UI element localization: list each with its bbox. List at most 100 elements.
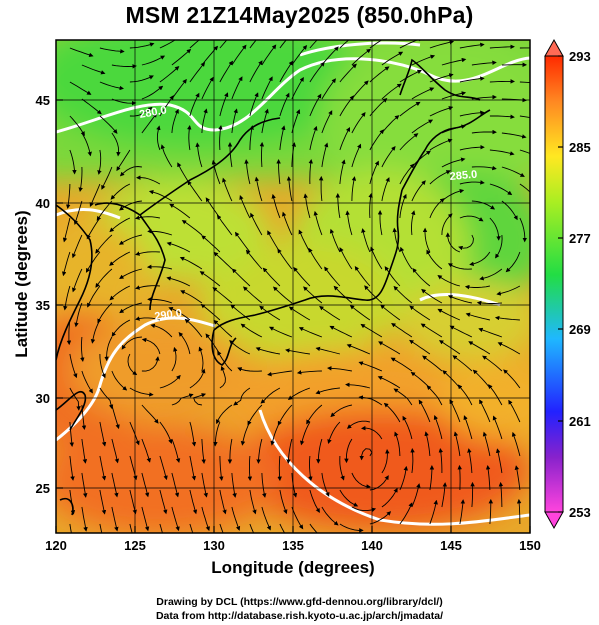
- y-axis-label: Latitude (degrees): [12, 210, 31, 358]
- streamline: [168, 306, 191, 321]
- streamline: [358, 395, 383, 406]
- streamline: [111, 472, 119, 498]
- streamline: [383, 402, 401, 423]
- streamline: [420, 323, 443, 338]
- streamline: [69, 523, 72, 533]
- streamline: [181, 219, 203, 236]
- streamline: [78, 166, 83, 193]
- streamline: [279, 60, 294, 83]
- streamline: [81, 370, 93, 394]
- streamline: [482, 355, 503, 372]
- y-tick-label: 30: [36, 391, 50, 406]
- streamline: [351, 80, 369, 100]
- streamline: [222, 177, 233, 202]
- streamline: [321, 506, 339, 526]
- streamline: [159, 421, 173, 444]
- streamline: [441, 188, 465, 202]
- streamline: [468, 341, 491, 355]
- streamline: [65, 183, 71, 210]
- streamline: [205, 333, 221, 355]
- streamline: [429, 464, 435, 491]
- streamline: [171, 78, 187, 100]
- streamline: [219, 40, 228, 49]
- streamline: [189, 421, 197, 447]
- streamline: [231, 76, 243, 100]
- streamline: [381, 115, 400, 134]
- streamline: [381, 177, 390, 202]
- streamline: [471, 129, 497, 135]
- streamline: [315, 387, 340, 395]
- streamline: [99, 523, 103, 533]
- streamline: [212, 287, 233, 304]
- streamline: [261, 506, 271, 531]
- streamline: [369, 40, 383, 49]
- streamline: [308, 455, 313, 482]
- streamline: [69, 81, 92, 95]
- streamline: [227, 438, 233, 465]
- streamline: [438, 340, 461, 355]
- streamline: [489, 79, 516, 84]
- streamline: [482, 431, 491, 457]
- streamline: [63, 285, 71, 311]
- streamline: [148, 190, 173, 202]
- streamline: [249, 125, 254, 151]
- colorbar-max-arrow: [544, 38, 564, 57]
- streamline: [99, 81, 125, 91]
- streamline: [287, 387, 311, 400]
- streamline: [249, 60, 263, 83]
- streamline: [459, 42, 485, 49]
- streamline: [249, 489, 257, 515]
- streamline: [442, 370, 461, 389]
- streamline: [393, 388, 413, 406]
- streamline: [89, 183, 101, 208]
- streamline: [291, 45, 308, 66]
- streamline: [219, 489, 227, 515]
- streamline: [71, 268, 83, 293]
- streamline: [81, 506, 88, 532]
- streamline: [346, 420, 370, 429]
- streamline: [351, 472, 371, 489]
- streamline: [111, 506, 119, 532]
- streamline: [349, 305, 371, 321]
- streamline: [129, 523, 133, 533]
- streamline: [216, 404, 233, 425]
- streamline: [81, 438, 88, 464]
- streamline: [127, 353, 138, 376]
- streamline: [254, 176, 263, 202]
- streamline: [259, 141, 265, 168]
- streamline: [429, 170, 451, 185]
- axis-tick-marks: [55, 99, 531, 533]
- streamline: [429, 198, 445, 219]
- streamline: [213, 421, 221, 447]
- streamline: [433, 415, 443, 440]
- streamline: [381, 487, 398, 508]
- streamline: [489, 183, 513, 196]
- x-tick-labels: 120 125 130 135 140 145 150: [45, 538, 541, 553]
- streamline: [369, 160, 379, 185]
- streamline: [489, 114, 515, 119]
- streamline: [101, 166, 113, 190]
- streamline: [291, 76, 304, 100]
- streamline: [516, 498, 522, 525]
- streamline: [351, 143, 362, 168]
- streamline: [361, 228, 371, 253]
- streamline: [277, 404, 293, 426]
- streamline: [231, 506, 241, 531]
- grid-lines: [56, 40, 530, 533]
- streamline: [141, 506, 150, 532]
- streamline: [69, 115, 85, 137]
- streamline: [449, 325, 473, 338]
- streamline: [488, 384, 503, 406]
- streamline: [447, 295, 472, 304]
- colorbar-min-arrow: [544, 511, 564, 530]
- streamline: [384, 266, 401, 287]
- streamline: [171, 48, 192, 66]
- streamline: [111, 64, 137, 69]
- x-tick-label: 135: [282, 538, 304, 553]
- credit-data-source: Data from http://database.rish.kyoto-u.a…: [155, 610, 444, 622]
- streamline: [501, 166, 525, 177]
- streamline: [351, 48, 371, 66]
- streamline: [459, 76, 485, 83]
- streamline: [344, 438, 353, 464]
- streamline: [267, 370, 292, 377]
